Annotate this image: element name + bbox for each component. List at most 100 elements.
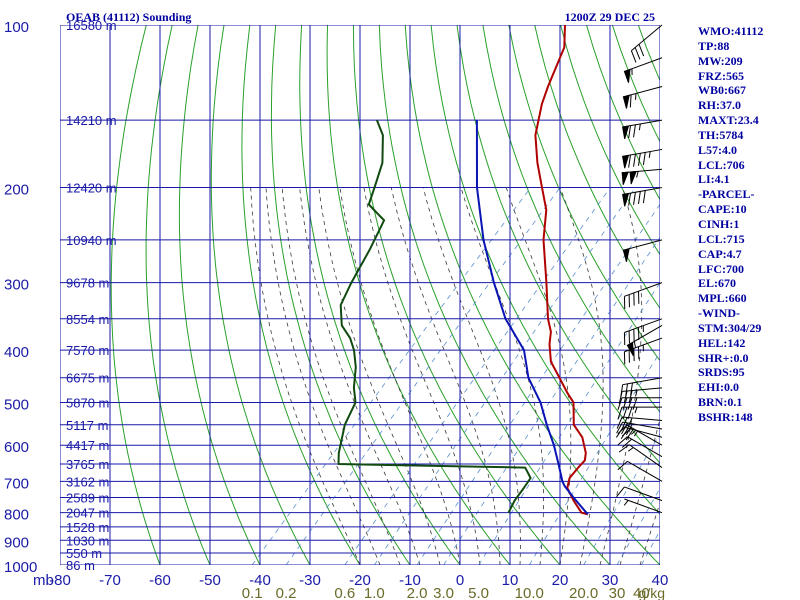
height-label: 8554 m <box>66 312 109 327</box>
index-row: -WIND- <box>698 306 740 321</box>
moist-adiabat <box>318 187 441 565</box>
index-row: SHR+:0.0 <box>698 350 749 365</box>
temperature-tick-label: 20 <box>552 572 569 589</box>
dry-adiabat <box>326 25 511 565</box>
temperature-tick-label: 40 <box>652 572 669 589</box>
moist-adiabat <box>250 187 361 565</box>
index-row: WB0:667 <box>698 83 746 98</box>
chart-valid-time: 1200Z 29 DEC 25 <box>565 10 655 24</box>
index-row: L57:4.0 <box>698 142 737 157</box>
mixing-ratio-label: 5.0 <box>468 585 489 600</box>
chart-profiles <box>337 25 589 516</box>
pressure-tick-label: 1000 <box>4 559 37 576</box>
height-label: 16580 m <box>66 18 117 33</box>
wind-barb <box>630 24 663 63</box>
temperature-tick-label: 30 <box>602 572 619 589</box>
dewpoint-profile <box>337 119 532 514</box>
dry-adiabat <box>145 25 211 565</box>
mixing-ratio-label: 2.0 <box>407 585 428 600</box>
mixing-ratio-label: 30 <box>609 585 626 600</box>
wind-barb <box>622 187 663 207</box>
mixing-ratio-line <box>443 236 660 565</box>
height-label: 5117 m <box>66 418 108 433</box>
index-row: LFC:700 <box>698 261 744 276</box>
temperature-tick-label: -60 <box>149 572 171 589</box>
height-label: 2589 m <box>66 491 109 506</box>
pressure-tick-label: 800 <box>4 507 29 524</box>
dry-adiabat <box>430 25 660 515</box>
index-row: MPL:660 <box>698 291 747 306</box>
sounding-indices-panel: WMO:41112 TP:88 MW:209 FRZ:565 WB0:667 RH:37.… <box>698 24 798 425</box>
pressure-tick-label: 400 <box>4 344 29 361</box>
mixing-ratio-label: 40 <box>633 585 650 600</box>
wind-barb-column <box>615 24 663 514</box>
height-label: 1030 m <box>66 533 109 548</box>
index-row: FRZ:565 <box>698 68 744 83</box>
pressure-tick-label: 500 <box>4 396 29 413</box>
mixing-ratio-label: 1.0 <box>364 585 385 600</box>
index-row: TH:5784 <box>698 127 744 142</box>
index-row: BRN:0.1 <box>698 395 743 410</box>
mixing-ratio-line <box>374 187 636 565</box>
moist-adiabat <box>619 416 660 565</box>
wind-barb <box>618 387 663 404</box>
pressure-tick-label: 700 <box>4 475 29 492</box>
wind-barb <box>622 239 663 262</box>
mixing-ratio-label: 20.0 <box>569 585 598 600</box>
index-row: EHI:0.0 <box>698 380 740 395</box>
x-axis-unit-label: mb <box>33 572 54 589</box>
chart-grid <box>60 25 660 565</box>
wind-barb <box>616 486 663 502</box>
index-row: LCL:715 <box>698 231 745 246</box>
wind-barb <box>621 168 663 185</box>
index-row: CINH:1 <box>698 216 740 231</box>
index-row: CAPE:10 <box>698 202 747 217</box>
height-label: 550 m <box>66 546 102 561</box>
wind-barb <box>622 148 663 169</box>
moist-adiabat <box>639 501 660 565</box>
mixing-ratio-line <box>344 187 611 565</box>
wind-barb <box>617 460 663 482</box>
index-row: LCL:706 <box>698 157 745 172</box>
mixing-ratio-label: 0.6 <box>334 585 355 600</box>
dry-adiabat <box>210 25 311 565</box>
index-row: TP:88 <box>698 38 730 53</box>
parcel-profile <box>475 120 589 516</box>
height-label: 7570 m <box>66 343 109 358</box>
wind-barb <box>623 498 663 514</box>
index-row: BSHR:148 <box>698 409 753 424</box>
mixing-ratio-label: 3.0 <box>433 585 454 600</box>
index-row: CAP:4.7 <box>698 246 742 261</box>
height-label: 10940 m <box>66 233 117 248</box>
index-row: EL:670 <box>698 276 737 291</box>
pressure-tick-label: 100 <box>4 19 29 36</box>
temperature-tick-label: -30 <box>299 572 321 589</box>
wind-barb <box>622 119 663 139</box>
temperature-tick-label: -40 <box>249 572 271 589</box>
temperature-tick-label: -80 <box>49 572 71 589</box>
index-row: MAXT:23.4 <box>698 113 759 128</box>
index-row: SRDS:95 <box>698 365 745 380</box>
pressure-tick-label: 300 <box>4 277 29 294</box>
index-row: -PARCEL- <box>698 187 755 202</box>
wind-barb <box>617 397 662 410</box>
height-label: 12420 m <box>66 181 117 196</box>
index-row: HEL:142 <box>698 335 746 350</box>
index-row: MW:209 <box>698 53 743 68</box>
index-row: WMO:41112 <box>698 24 764 38</box>
temperature-tick-label: -10 <box>399 572 421 589</box>
height-label: 14210 m <box>66 113 117 128</box>
moist-adiabat <box>599 187 643 565</box>
height-label: 2047 m <box>66 506 109 521</box>
index-row: STM:304/29 <box>698 320 762 335</box>
temperature-tick-label: -50 <box>199 572 221 589</box>
height-label: 1528 m <box>66 520 109 535</box>
wind-barb <box>622 86 663 109</box>
wind-barb <box>623 337 663 365</box>
temperature-profile <box>534 25 589 516</box>
wind-barb <box>623 282 663 309</box>
mixing-ratio-label: 0.1 <box>242 585 263 600</box>
height-label: 3162 m <box>66 474 109 489</box>
